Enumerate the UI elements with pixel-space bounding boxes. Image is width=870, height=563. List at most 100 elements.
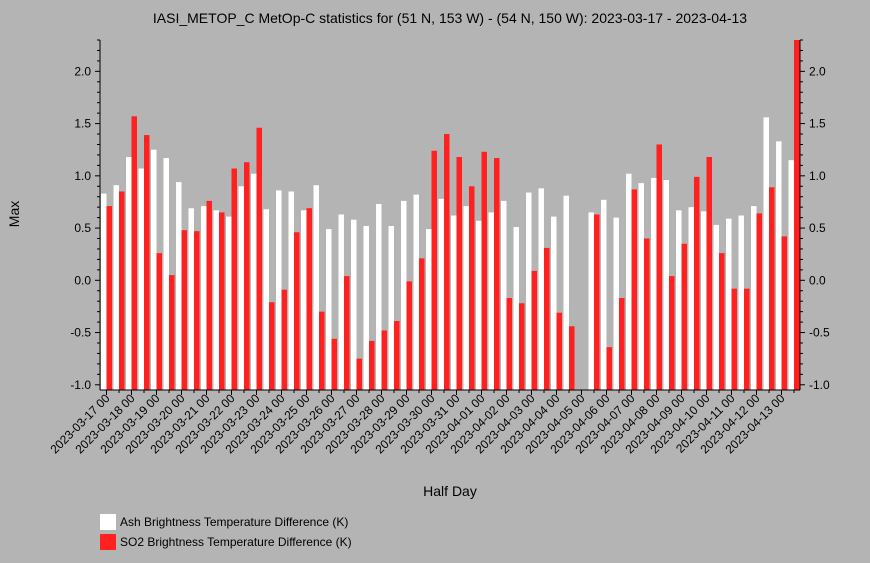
so2-bar-44 bbox=[656, 144, 662, 390]
so2-bar-22 bbox=[381, 330, 387, 390]
ash-bar-46 bbox=[676, 210, 682, 390]
so2-bar-9 bbox=[219, 212, 225, 390]
so2-bar-33 bbox=[519, 303, 525, 390]
y-tick-label-right: 1.0 bbox=[809, 169, 826, 183]
so2-bar-3 bbox=[144, 135, 150, 390]
so2-bar-11 bbox=[244, 162, 250, 390]
ash-bar-34 bbox=[526, 192, 532, 390]
y-tick-label-right: -0.5 bbox=[809, 326, 830, 340]
y-tick-label-left: 0.0 bbox=[74, 273, 91, 287]
legend-label-so2: SO2 Brightness Temperature Difference (K… bbox=[120, 535, 352, 549]
ash-bar-19 bbox=[338, 214, 344, 390]
legend-item-so2: SO2 Brightness Temperature Difference (K… bbox=[100, 532, 352, 552]
ash-bar-20 bbox=[351, 219, 357, 390]
ash-bar-22 bbox=[376, 204, 382, 390]
so2-bar-16 bbox=[306, 208, 312, 390]
legend-item-ash: Ash Brightness Temperature Difference (K… bbox=[100, 512, 352, 532]
so2-bar-25 bbox=[419, 258, 425, 390]
so2-bar-43 bbox=[644, 238, 650, 390]
ash-bar-42 bbox=[626, 173, 632, 390]
y-tick-label-right: -1.0 bbox=[809, 378, 830, 392]
so2-bar-41 bbox=[619, 298, 625, 390]
ash-bar-24 bbox=[401, 200, 407, 390]
ash-bar-45 bbox=[663, 180, 669, 390]
ash-bar-8 bbox=[201, 206, 207, 390]
so2-bar-13 bbox=[269, 302, 275, 390]
so2-bar-31 bbox=[494, 158, 500, 390]
y-tick-label-left: -0.5 bbox=[70, 326, 91, 340]
ash-bar-17 bbox=[313, 185, 319, 390]
ash-bar-55 bbox=[788, 160, 794, 390]
so2-bar-0 bbox=[106, 206, 112, 390]
so2-bar-8 bbox=[206, 200, 212, 390]
so2-bar-20 bbox=[356, 358, 362, 390]
y-axis-label: Max bbox=[6, 201, 22, 227]
ash-bar-7 bbox=[188, 208, 194, 390]
ash-bar-53 bbox=[763, 117, 769, 390]
ash-bar-26 bbox=[426, 229, 432, 390]
so2-bar-53 bbox=[769, 187, 775, 390]
legend-label-ash: Ash Brightness Temperature Difference (K… bbox=[120, 515, 349, 529]
so2-bar-55 bbox=[794, 40, 800, 390]
y-tick-label-left: 1.0 bbox=[74, 169, 91, 183]
plot-area: -1.0 -1.0 -0.5 -0.5 0.0 0.0 0.5 0.5 1.0 1.0 1.5 1.5… bbox=[48, 39, 830, 456]
ash-bar-15 bbox=[288, 191, 294, 390]
so2-bar-32 bbox=[506, 298, 512, 390]
legend-swatch-so2 bbox=[100, 534, 116, 550]
ash-bar-13 bbox=[263, 209, 269, 390]
so2-bar-5 bbox=[169, 275, 175, 390]
so2-bar-19 bbox=[344, 276, 350, 390]
ash-bar-50 bbox=[726, 218, 732, 390]
so2-bar-15 bbox=[294, 232, 300, 390]
y-tick-label-right: 0.5 bbox=[809, 221, 826, 235]
ash-bar-44 bbox=[651, 177, 657, 390]
ash-bar-29 bbox=[463, 206, 469, 390]
so2-bar-35 bbox=[544, 247, 550, 390]
ash-bar-28 bbox=[451, 215, 457, 390]
ash-bar-14 bbox=[276, 190, 282, 390]
y-tick-label-left: 2.0 bbox=[74, 64, 91, 78]
chart-title: IASI_METOP_C MetOp-C statistics for (51 … bbox=[153, 10, 747, 26]
ash-bar-47 bbox=[688, 207, 694, 390]
so2-bar-2 bbox=[131, 116, 137, 391]
so2-bar-28 bbox=[456, 157, 462, 390]
so2-bar-40 bbox=[606, 347, 612, 390]
ash-bar-9 bbox=[213, 210, 219, 390]
so2-bar-18 bbox=[331, 338, 337, 390]
so2-bar-39 bbox=[594, 214, 600, 390]
so2-bar-10 bbox=[231, 168, 237, 390]
so2-bar-29 bbox=[469, 186, 475, 390]
y-tick-label-left: 1.5 bbox=[74, 117, 91, 131]
so2-bar-54 bbox=[781, 236, 787, 390]
ash-bar-1 bbox=[113, 185, 119, 390]
ash-bar-6 bbox=[176, 182, 182, 390]
so2-bar-23 bbox=[394, 321, 400, 390]
so2-bar-50 bbox=[731, 288, 737, 390]
so2-bar-30 bbox=[481, 151, 487, 390]
so2-bar-48 bbox=[706, 157, 712, 390]
y-tick-label-left: -1.0 bbox=[70, 378, 91, 392]
ash-bar-51 bbox=[738, 215, 744, 390]
ash-bar-54 bbox=[776, 141, 782, 390]
ash-bar-40 bbox=[601, 199, 607, 390]
so2-bar-42 bbox=[631, 189, 637, 390]
ash-bar-10 bbox=[226, 216, 232, 390]
so2-bar-17 bbox=[319, 311, 325, 390]
ash-bar-30 bbox=[476, 220, 482, 390]
ash-bar-41 bbox=[613, 217, 619, 390]
ash-bar-5 bbox=[163, 158, 169, 390]
ash-bar-23 bbox=[388, 225, 394, 390]
so2-bar-26 bbox=[431, 150, 437, 390]
so2-bar-37 bbox=[569, 326, 575, 390]
ash-bar-27 bbox=[438, 198, 444, 390]
ash-bar-3 bbox=[138, 168, 144, 390]
x-axis-label: Half Day bbox=[423, 483, 477, 499]
ash-bar-52 bbox=[751, 206, 757, 390]
ash-bar-35 bbox=[538, 188, 544, 390]
so2-bar-46 bbox=[681, 243, 687, 390]
so2-bar-7 bbox=[194, 231, 200, 390]
ash-bar-11 bbox=[238, 186, 244, 390]
ash-bar-18 bbox=[326, 229, 332, 390]
so2-bar-34 bbox=[531, 270, 537, 390]
